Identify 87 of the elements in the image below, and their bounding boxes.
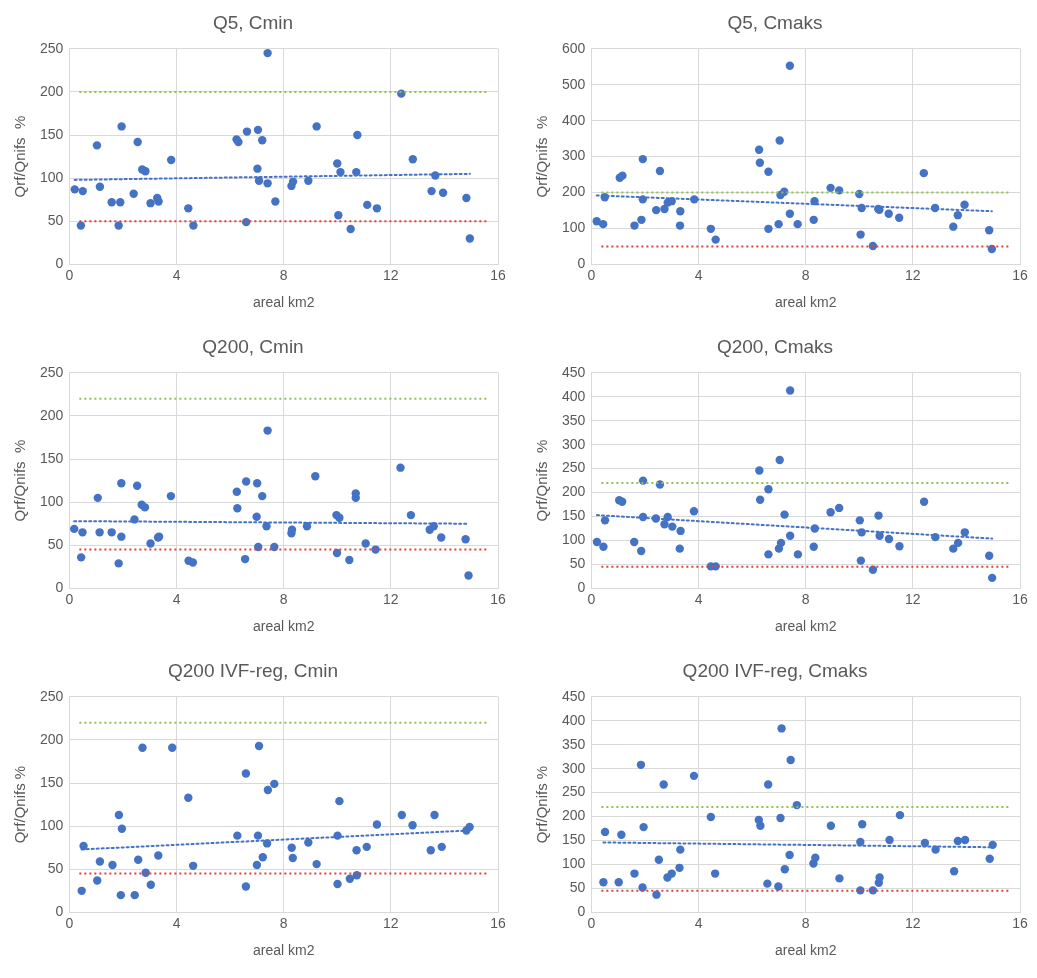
y-tick-label: 200 xyxy=(40,82,64,99)
y-tick-label: 350 xyxy=(562,735,586,752)
chart-title: Q200, Cmin xyxy=(202,335,304,357)
y-tick-label: 300 xyxy=(562,759,586,776)
x-axis-title: areal km2 xyxy=(252,942,315,959)
x-tick-label: 8 xyxy=(279,590,288,607)
y-tick-label: 200 xyxy=(562,183,586,200)
x-axis-title: areal km2 xyxy=(252,294,315,311)
y-tick-label: 0 xyxy=(55,579,64,596)
y-tick-label: 100 xyxy=(40,493,64,510)
x-tick-label: 16 xyxy=(490,266,506,283)
y-tick-label: 200 xyxy=(40,406,64,423)
chart-title: Q200 IVF-reg, Cmaks xyxy=(682,659,868,681)
y-tick-label: 400 xyxy=(562,111,586,128)
y-tick-label: 50 xyxy=(569,879,586,896)
x-tick-label: 8 xyxy=(801,266,810,283)
y-tick-label: 600 xyxy=(562,39,586,56)
chart-title: Q5, Cmin xyxy=(212,11,294,33)
y-axis-title: Qrf/Qnifs % xyxy=(533,439,551,522)
y-axis-title: Qrf/Qnifs % xyxy=(11,115,29,198)
x-axis-title: areal km2 xyxy=(774,294,837,311)
x-tick-label: 16 xyxy=(1012,914,1028,931)
y-tick-label: 300 xyxy=(562,147,586,164)
y-tick-label: 50 xyxy=(47,860,64,877)
y-tick-label: 100 xyxy=(562,531,586,548)
x-tick-label: 12 xyxy=(383,914,399,931)
y-tick-label: 150 xyxy=(40,125,64,142)
x-tick-label: 12 xyxy=(383,266,399,283)
x-tick-label: 4 xyxy=(694,590,703,607)
y-axis-title: Qrf/Qnifs % xyxy=(533,115,551,198)
y-tick-label: 450 xyxy=(562,363,586,380)
y-tick-label: 200 xyxy=(562,807,586,824)
x-tick-label: 4 xyxy=(172,266,181,283)
y-tick-label: 250 xyxy=(40,687,64,704)
x-axis-title: areal km2 xyxy=(252,618,315,635)
x-tick-label: 12 xyxy=(905,590,921,607)
x-tick-label: 8 xyxy=(801,914,810,931)
y-tick-label: 50 xyxy=(569,555,586,572)
x-tick-label: 8 xyxy=(801,590,810,607)
y-tick-label: 0 xyxy=(577,579,586,596)
y-tick-label: 150 xyxy=(562,507,586,524)
y-tick-label: 300 xyxy=(562,435,586,452)
y-axis-title: Qrf/Qnifs % xyxy=(11,765,29,844)
y-axis-title: Qrf/Qnifs % xyxy=(11,439,29,522)
y-tick-label: 100 xyxy=(562,855,586,872)
x-tick-label: 8 xyxy=(279,914,288,931)
y-tick-label: 0 xyxy=(577,903,586,920)
y-tick-label: 50 xyxy=(47,536,64,553)
y-tick-label: 0 xyxy=(55,903,64,920)
y-tick-label: 100 xyxy=(40,169,64,186)
x-tick-label: 8 xyxy=(279,266,288,283)
y-tick-label: 0 xyxy=(55,255,64,272)
y-tick-label: 200 xyxy=(562,483,586,500)
chart-title: Q200 IVF-reg, Cmin xyxy=(168,659,338,681)
y-tick-label: 150 xyxy=(562,831,586,848)
y-tick-label: 0 xyxy=(577,255,586,272)
x-tick-label: 12 xyxy=(905,266,921,283)
x-tick-label: 16 xyxy=(1012,590,1028,607)
x-tick-label: 4 xyxy=(172,914,181,931)
y-tick-label: 350 xyxy=(562,411,586,428)
chart-title: Q200, Cmaks xyxy=(716,335,834,357)
y-axis-title: Qrf/Qnifs % xyxy=(533,765,551,844)
y-tick-label: 150 xyxy=(40,449,64,466)
y-tick-label: 250 xyxy=(562,459,586,476)
y-tick-label: 250 xyxy=(40,363,64,380)
y-tick-label: 50 xyxy=(47,212,64,229)
x-axis-title: areal km2 xyxy=(774,618,837,635)
x-tick-label: 12 xyxy=(905,914,921,931)
y-tick-label: 250 xyxy=(40,39,64,56)
chart-title: Q5, Cmaks xyxy=(727,11,823,33)
y-tick-label: 200 xyxy=(40,730,64,747)
x-tick-label: 4 xyxy=(694,266,703,283)
y-tick-label: 100 xyxy=(562,219,586,236)
x-axis-title: areal km2 xyxy=(774,942,837,959)
y-tick-label: 150 xyxy=(40,773,64,790)
y-tick-label: 400 xyxy=(562,387,586,404)
x-tick-label: 16 xyxy=(490,590,506,607)
x-tick-label: 12 xyxy=(383,590,399,607)
y-tick-label: 400 xyxy=(562,711,586,728)
x-tick-label: 4 xyxy=(694,914,703,931)
y-tick-label: 450 xyxy=(562,687,586,704)
y-tick-label: 500 xyxy=(562,75,586,92)
y-tick-label: 100 xyxy=(40,817,64,834)
x-tick-label: 16 xyxy=(490,914,506,931)
x-tick-label: 16 xyxy=(1012,266,1028,283)
x-tick-label: 4 xyxy=(172,590,181,607)
y-tick-label: 250 xyxy=(562,783,586,800)
